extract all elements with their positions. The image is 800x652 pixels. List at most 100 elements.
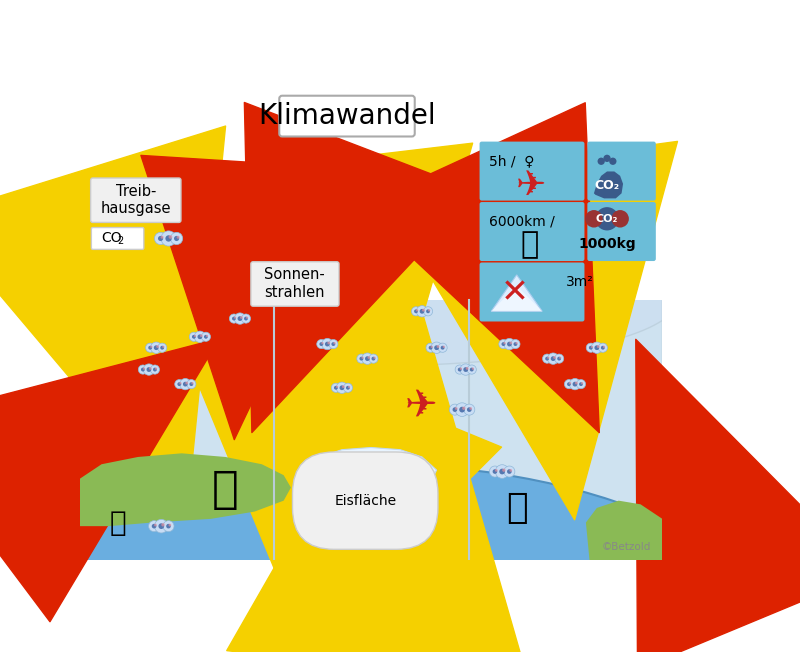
Circle shape <box>238 316 242 321</box>
Circle shape <box>595 207 618 230</box>
Circle shape <box>329 340 338 349</box>
Circle shape <box>466 367 469 370</box>
Circle shape <box>163 521 174 531</box>
Circle shape <box>458 368 462 372</box>
Circle shape <box>414 309 418 313</box>
Circle shape <box>467 408 472 412</box>
Circle shape <box>507 469 512 474</box>
Circle shape <box>242 314 250 323</box>
Circle shape <box>179 382 182 385</box>
Circle shape <box>198 334 202 339</box>
Circle shape <box>496 303 506 312</box>
Circle shape <box>597 345 600 348</box>
Circle shape <box>441 346 445 349</box>
Circle shape <box>487 306 490 310</box>
FancyBboxPatch shape <box>90 178 181 222</box>
Circle shape <box>202 333 210 342</box>
Circle shape <box>317 340 326 349</box>
Text: 1000kg: 1000kg <box>578 237 636 251</box>
Circle shape <box>453 408 457 412</box>
Circle shape <box>559 357 562 359</box>
Circle shape <box>428 309 430 312</box>
Circle shape <box>200 334 202 337</box>
Circle shape <box>334 386 338 390</box>
Circle shape <box>319 342 323 346</box>
Circle shape <box>166 524 171 529</box>
Circle shape <box>489 302 501 314</box>
Circle shape <box>503 342 506 344</box>
Circle shape <box>564 379 574 389</box>
Circle shape <box>573 381 578 387</box>
Circle shape <box>186 379 196 389</box>
Circle shape <box>484 303 494 312</box>
Text: 3m²: 3m² <box>566 275 594 289</box>
Circle shape <box>190 382 194 386</box>
Circle shape <box>610 158 617 165</box>
Circle shape <box>143 364 154 376</box>
Circle shape <box>371 357 375 361</box>
Circle shape <box>611 210 629 228</box>
Circle shape <box>148 346 152 349</box>
Circle shape <box>601 346 605 349</box>
Circle shape <box>416 309 418 312</box>
Circle shape <box>455 407 458 410</box>
Circle shape <box>430 346 433 348</box>
Circle shape <box>161 231 176 246</box>
Circle shape <box>501 306 503 308</box>
Circle shape <box>464 404 475 415</box>
Circle shape <box>542 354 552 363</box>
Polygon shape <box>594 171 623 198</box>
Circle shape <box>190 333 198 342</box>
Circle shape <box>511 340 520 349</box>
Circle shape <box>460 364 471 376</box>
Text: 2: 2 <box>117 237 123 246</box>
Circle shape <box>545 357 549 361</box>
Circle shape <box>162 346 165 348</box>
Circle shape <box>567 382 571 386</box>
Text: Klimawandel: Klimawandel <box>258 102 436 130</box>
Text: 🚗: 🚗 <box>521 230 539 259</box>
Text: 5h /  ♀: 5h / ♀ <box>489 155 534 169</box>
Circle shape <box>156 345 159 348</box>
Circle shape <box>598 343 607 352</box>
Circle shape <box>362 357 364 359</box>
Circle shape <box>162 523 165 527</box>
Circle shape <box>499 340 508 349</box>
Circle shape <box>460 368 462 370</box>
Circle shape <box>152 524 156 529</box>
Circle shape <box>177 236 180 239</box>
FancyBboxPatch shape <box>279 96 414 136</box>
Circle shape <box>180 378 191 390</box>
Circle shape <box>336 386 338 388</box>
Circle shape <box>232 317 236 321</box>
Circle shape <box>495 469 498 472</box>
Circle shape <box>437 345 439 348</box>
Text: 6000km /: 6000km / <box>489 215 554 228</box>
Circle shape <box>416 306 428 317</box>
Circle shape <box>143 368 145 370</box>
Circle shape <box>569 382 571 385</box>
Circle shape <box>206 334 208 337</box>
Ellipse shape <box>0 464 800 652</box>
Circle shape <box>422 309 425 312</box>
Circle shape <box>603 155 610 162</box>
Circle shape <box>141 368 145 372</box>
Circle shape <box>343 383 353 393</box>
FancyBboxPatch shape <box>479 141 585 201</box>
Circle shape <box>594 346 599 350</box>
Circle shape <box>240 316 242 319</box>
Circle shape <box>426 309 430 313</box>
Circle shape <box>178 382 182 386</box>
Circle shape <box>558 357 561 361</box>
Circle shape <box>547 357 550 359</box>
Circle shape <box>470 407 472 410</box>
Circle shape <box>426 343 435 352</box>
Circle shape <box>138 365 147 374</box>
Circle shape <box>420 309 425 314</box>
Circle shape <box>462 407 466 410</box>
Circle shape <box>169 524 171 526</box>
Bar <box>80 301 662 560</box>
Circle shape <box>374 357 376 359</box>
Circle shape <box>336 382 347 393</box>
Circle shape <box>514 342 518 346</box>
